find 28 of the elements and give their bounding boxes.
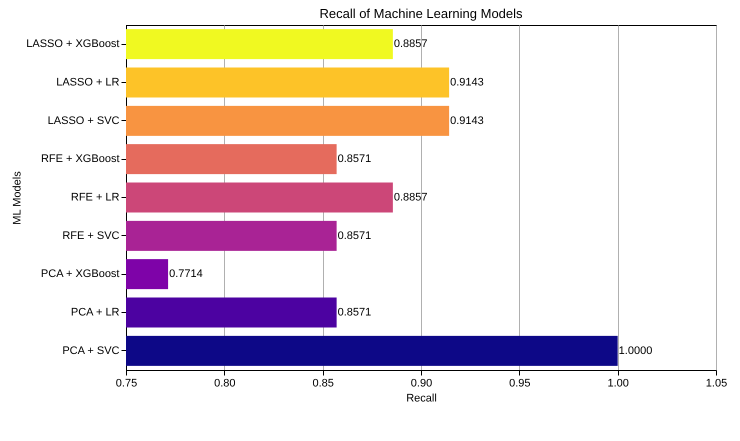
x-tick-label: 0.95 — [509, 378, 531, 390]
y-tick-label: RFE + SVC — [62, 230, 120, 242]
data-label: 0.8571 — [338, 153, 372, 166]
x-tick-label: 1.00 — [607, 378, 629, 390]
data-label: 0.7714 — [169, 268, 203, 280]
y-tick-label: PCA + LR — [70, 306, 120, 318]
y-tick-label: RFE + LR — [70, 192, 120, 204]
data-label: 0.8857 — [394, 192, 428, 204]
data-label: 0.9143 — [450, 114, 484, 127]
data-label: 1.0000 — [618, 344, 652, 357]
y-axis-title: ML Models — [11, 170, 24, 225]
x-tick-label: 1.05 — [706, 378, 728, 390]
y-tick-label: RFE + XGBoost — [40, 153, 120, 166]
x-tick-label: 0.90 — [410, 378, 432, 390]
y-tick-label: PCA + XGBoost — [40, 268, 120, 280]
x-axis-title: Recall — [406, 392, 437, 404]
x-tick-label: 0.80 — [214, 378, 236, 390]
data-label: 0.8857 — [394, 38, 428, 50]
y-tick-label: LASSO + LR — [56, 76, 120, 88]
data-label: 0.9143 — [450, 76, 484, 88]
y-tick-label: PCA + SVC — [62, 344, 120, 357]
chart-title: Recall of Machine Learning Models — [319, 6, 524, 21]
y-tick-label: LASSO + XGBoost — [26, 38, 120, 50]
y-tick-label: LASSO + SVC — [48, 114, 120, 127]
data-label: 0.8571 — [338, 306, 372, 318]
x-tick-label: 0.75 — [116, 378, 138, 390]
x-tick-label: 0.85 — [312, 378, 334, 390]
data-label: 0.8571 — [338, 230, 372, 242]
